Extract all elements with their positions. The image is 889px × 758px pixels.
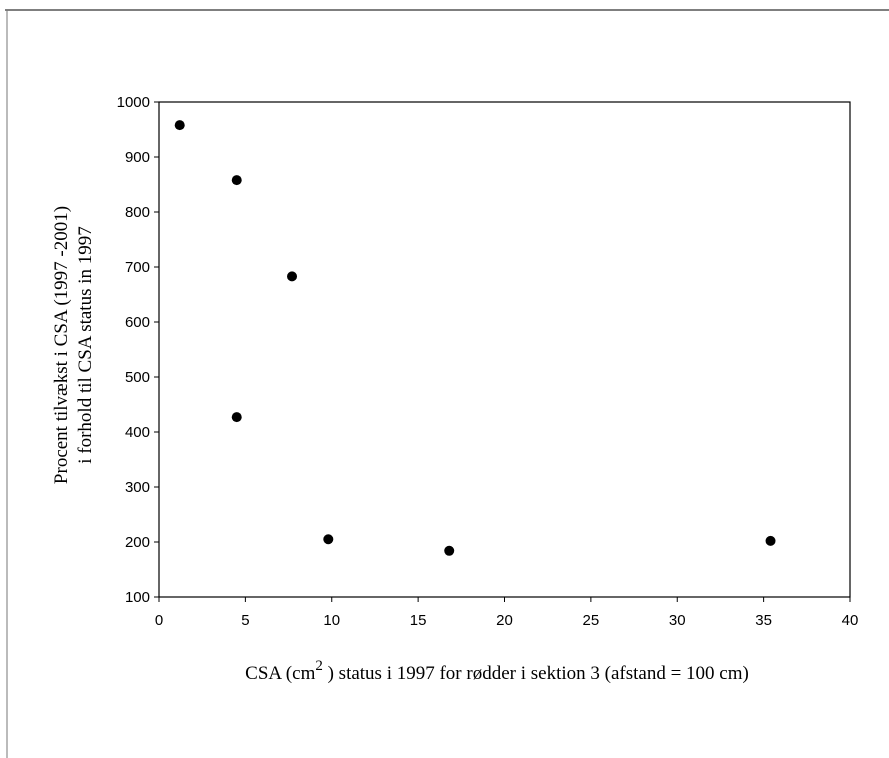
y-tick-label: 100 [125,589,150,606]
data-point [444,545,455,556]
y-axis: 100 200 300 400 500 600 700 800 900 1000 [117,94,159,606]
x-axis: 0 5 10 15 20 25 30 35 40 [155,597,859,629]
data-point [174,120,185,131]
plot-area [158,101,851,598]
x-axis-title-before: CSA (cm [245,663,315,684]
data-point [323,534,334,545]
x-tick-label: 15 [410,612,427,629]
data-point [231,175,242,186]
x-axis-title: CSA (cm2 ) status i 1997 for rødder i se… [245,658,749,684]
data-point [765,535,776,546]
y-axis-title-line-2: i forhold til CSA status in 1997 [75,226,96,464]
y-tick-label: 600 [125,314,150,331]
y-tick-label: 900 [125,149,150,166]
x-tick-label: 10 [323,612,340,629]
x-axis-title-after: ) status i 1997 for rødder i sektion 3 (… [323,663,749,684]
y-tick-label: 300 [125,479,150,496]
x-tick-label: 0 [155,612,163,629]
x-tick-label: 25 [583,612,600,629]
y-tick-label: 400 [125,424,150,441]
y-tick-label: 700 [125,259,150,276]
y-tick-label: 200 [125,534,150,551]
y-axis-title-line-1: Procent tilvækst i CSA (1997 -2001) [51,206,72,484]
y-tick-label: 800 [125,204,150,221]
y-tick-label: 500 [125,369,150,386]
x-tick-label: 5 [241,612,249,629]
y-tick-label: 1000 [117,94,150,111]
x-tick-label: 30 [669,612,686,629]
data-points [174,120,776,556]
x-tick-label: 20 [496,612,513,629]
x-tick-label: 35 [755,612,772,629]
data-point [287,271,298,282]
data-point [231,412,242,423]
x-axis-title-superscript: 2 [315,658,323,674]
x-tick-label: 40 [842,612,859,629]
